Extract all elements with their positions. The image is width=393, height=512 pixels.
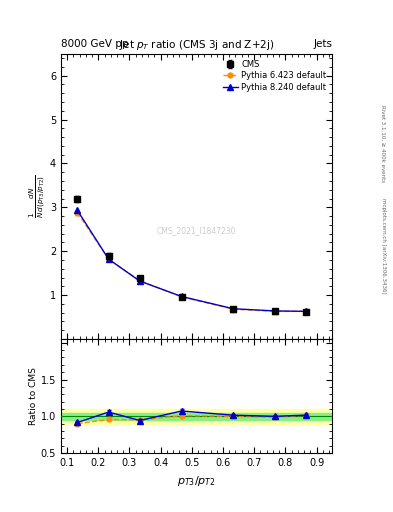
Pythia 8.240 default [273, 308, 277, 314]
Line: Pythia 6.423 default: Pythia 6.423 default [75, 210, 309, 314]
Pythia 6.423 default [304, 308, 309, 314]
Text: mcplots.cern.ch [arXiv:1306.3436]: mcplots.cern.ch [arXiv:1306.3436] [381, 198, 386, 293]
Text: CMS_2021_I1847230: CMS_2021_I1847230 [157, 226, 236, 235]
Pythia 6.423 default [179, 294, 184, 300]
Pythia 8.240 default [106, 256, 111, 262]
X-axis label: $p_{T3}/p_{T2}$: $p_{T3}/p_{T2}$ [177, 474, 216, 487]
Pythia 8.240 default [231, 306, 236, 312]
Pythia 6.423 default [75, 209, 80, 216]
Text: Jets: Jets [313, 38, 332, 49]
Line: Pythia 8.240 default: Pythia 8.240 default [74, 207, 309, 314]
Pythia 8.240 default [75, 207, 80, 214]
Title: Jet $p_T$ ratio (CMS 3j and Z+2j): Jet $p_T$ ratio (CMS 3j and Z+2j) [119, 38, 274, 52]
Pythia 6.423 default [273, 308, 277, 314]
Pythia 8.240 default [304, 308, 309, 314]
Pythia 8.240 default [179, 293, 184, 300]
Y-axis label: $\frac{1}{N}\frac{dN}{d(p_{T3}/p_{T2})}$: $\frac{1}{N}\frac{dN}{d(p_{T3}/p_{T2})}$ [28, 175, 48, 218]
Text: Rivet 3.1.10, ≥ 400k events: Rivet 3.1.10, ≥ 400k events [381, 105, 386, 182]
Pythia 6.423 default [138, 278, 142, 284]
Text: 8000 GeV pp: 8000 GeV pp [61, 38, 129, 49]
Pythia 6.423 default [231, 306, 236, 312]
Bar [61, 413, 332, 420]
Legend: CMS, Pythia 6.423 default, Pythia 8.240 default: CMS, Pythia 6.423 default, Pythia 8.240 … [221, 58, 328, 93]
Bar [61, 409, 332, 423]
Y-axis label: Ratio to CMS: Ratio to CMS [29, 367, 38, 425]
Pythia 8.240 default [138, 278, 142, 284]
Pythia 6.423 default [106, 256, 111, 262]
